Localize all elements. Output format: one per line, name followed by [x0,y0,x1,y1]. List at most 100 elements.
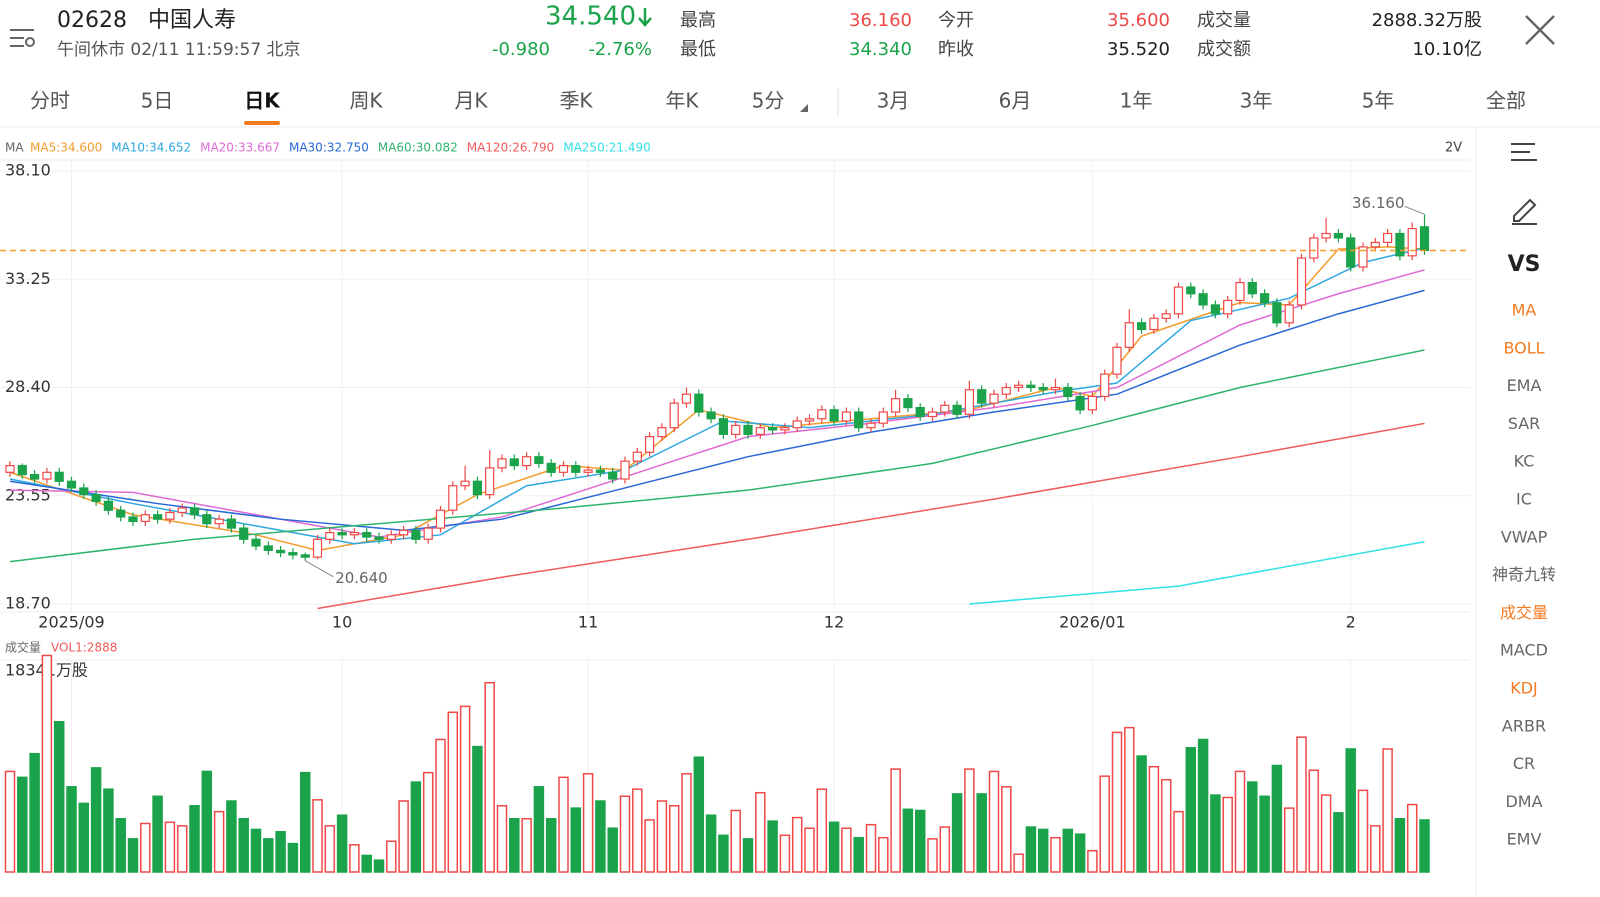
tab[interactable]: 周K [349,89,383,113]
candle-body [706,411,716,420]
indicator-button[interactable]: 神奇九转 [1492,565,1556,584]
candle-body [177,507,187,514]
volume-bar [1099,775,1110,873]
indicator-button[interactable]: EMV [1507,830,1542,849]
indicator-button[interactable]: KC [1514,452,1535,471]
volume-bar [718,834,729,873]
indicator-button[interactable]: KDJ [1510,679,1538,698]
volume-bar [816,788,828,873]
tab[interactable]: 5日 [141,89,174,113]
indicator-button[interactable]: MACD [1500,641,1548,660]
candle-body [300,554,310,558]
tab[interactable]: 季K [559,89,593,113]
indicator-button[interactable]: VWAP [1501,527,1548,546]
tab[interactable]: 5分 [752,89,785,113]
volume-bar [287,842,299,873]
candle-body [1149,317,1159,331]
candle-body [964,389,975,415]
volume-bar [1074,833,1086,873]
volume-bar [176,825,188,873]
candle-body [571,465,581,473]
tab[interactable]: 6月 [999,89,1032,113]
change-pct: -2.76% [588,39,652,60]
ma-line [9,289,1425,532]
volume-bar [496,804,508,873]
volume-bar [1062,828,1074,873]
indicator-button[interactable]: IC [1516,490,1532,509]
menu-icon[interactable] [10,29,35,47]
candle-body [940,404,950,413]
indicator-button[interactable]: MA [1512,301,1537,320]
candle-body [497,458,507,469]
tab[interactable]: 日K [244,89,281,113]
ma-line [969,540,1425,605]
volume-bar [1148,765,1160,873]
volume-bar [914,809,926,873]
candle-body [1087,395,1098,411]
scale-button[interactable]: 2V [1445,141,1462,156]
list-icon[interactable] [1511,143,1537,161]
candle-body [251,538,261,547]
candle-body [767,427,778,431]
tab[interactable]: 3年 [1240,89,1273,113]
candle-body [546,462,556,473]
candle-body [1247,281,1257,295]
candle-body [903,398,913,409]
volume-bar [299,771,311,873]
volume-bar [164,821,176,873]
volume-bar [152,795,163,873]
legend-entry: MA60:30.082 [378,141,458,155]
tab[interactable]: 3月 [877,89,910,113]
candle-body [54,471,64,482]
tab[interactable]: 月K [454,89,488,113]
volume-bar [90,767,102,873]
candle-body [1100,373,1110,398]
volume-bar [1419,819,1430,873]
field-label: 成交额 [1197,39,1251,60]
volume-bar [140,822,151,873]
volume-bar [29,752,40,873]
field-value: 35.600 [1107,10,1170,31]
volume-bar [1124,726,1135,873]
volume-bar [1111,731,1123,873]
dropdown-icon [800,104,808,112]
candle-body [202,514,212,525]
tab[interactable]: 分时 [30,89,70,113]
candle-body [460,480,470,487]
volume-bar [1025,826,1037,873]
field-value: 36.160 [849,10,912,31]
vs-button[interactable]: VS [1508,252,1541,277]
indicator-button[interactable]: DMA [1505,792,1542,811]
volume-bar [1296,736,1307,873]
high-label: 36.160 [1352,194,1405,212]
candle-body [952,404,962,415]
y-tick-label: 38.10 [5,161,51,180]
volume-bar [447,711,459,873]
indicator-button[interactable]: CR [1513,754,1535,773]
volume-bar [226,800,237,873]
pen-icon[interactable] [1512,198,1537,225]
candle-body [325,531,335,540]
candle-body [165,511,175,520]
indicator-button[interactable]: EMA [1507,376,1542,395]
indicator-button[interactable]: SAR [1508,414,1541,433]
candle-body [116,509,126,518]
indicator-button[interactable]: 成交量 [1500,603,1548,622]
tab[interactable]: 全部 [1486,89,1526,113]
volume-bar [828,821,840,873]
volume-bar [1173,810,1184,873]
candle-body [472,480,482,496]
candle-body [1186,286,1196,295]
field-value: 10.10亿 [1412,39,1482,60]
tab[interactable]: 年K [665,89,699,113]
tab[interactable]: 1年 [1120,89,1153,113]
x-tick-label: 2 [1346,613,1356,632]
y-tick-label: 18.70 [5,594,51,613]
candle-body [620,460,630,480]
indicator-button[interactable]: ARBR [1502,716,1546,735]
tab[interactable]: 5年 [1362,89,1395,113]
candle-body [448,485,458,511]
indicator-button[interactable]: BOLL [1503,338,1544,357]
candle-body [312,538,323,558]
close-button[interactable] [1525,15,1555,45]
